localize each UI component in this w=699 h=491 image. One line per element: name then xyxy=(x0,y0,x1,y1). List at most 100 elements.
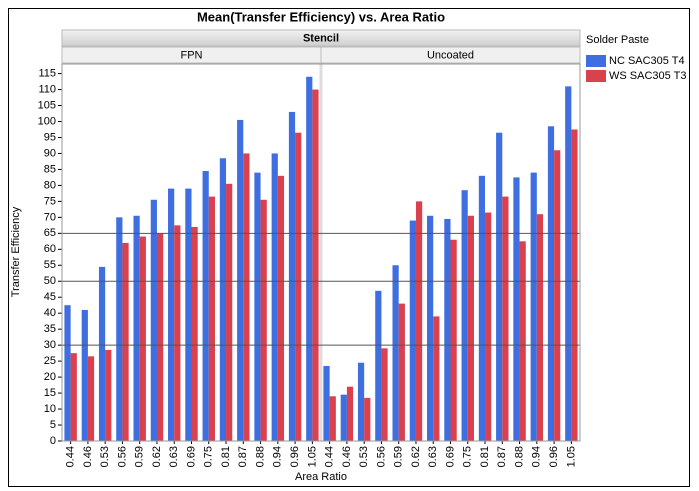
facet-title: Stencil xyxy=(303,32,339,44)
y-tick-label: 30 xyxy=(44,339,56,351)
panel-header xyxy=(320,46,581,64)
legend-label: NC SAC305 T4 xyxy=(609,55,685,67)
bar xyxy=(357,362,365,441)
bar xyxy=(502,196,509,441)
legend-swatch xyxy=(586,70,606,82)
legend-title: Solder Paste xyxy=(586,34,649,46)
bar xyxy=(530,172,537,441)
bar xyxy=(536,214,544,441)
bar xyxy=(554,150,561,442)
bar xyxy=(467,215,474,441)
x-tick-label: 0.75 xyxy=(462,446,474,467)
bar xyxy=(219,158,227,441)
bar xyxy=(237,119,244,442)
y-tick-label: 15 xyxy=(44,387,56,399)
bar xyxy=(70,353,77,441)
y-tick-label: 50 xyxy=(44,275,56,287)
bar xyxy=(409,220,416,441)
bar xyxy=(260,199,267,441)
y-tick-label: 70 xyxy=(44,211,56,223)
bar xyxy=(226,183,233,441)
bar xyxy=(254,172,261,441)
x-tick-label: 1.05 xyxy=(565,446,577,467)
x-tick-label: 0.96 xyxy=(289,446,301,467)
bar xyxy=(122,242,129,441)
x-tick-label: 0.59 xyxy=(134,446,146,467)
x-tick-label: 0.94 xyxy=(272,446,284,467)
y-tick-label: 25 xyxy=(44,355,56,367)
x-tick-label: 0.69 xyxy=(185,446,197,467)
bar xyxy=(323,365,330,441)
bar xyxy=(340,394,347,441)
frame xyxy=(8,8,690,487)
y-tick-label: 105 xyxy=(38,99,56,111)
y-tick-label: 60 xyxy=(44,243,56,255)
y-axis-label: Transfer Efficiency xyxy=(10,206,22,297)
y-tick-label: 45 xyxy=(44,291,56,303)
bar xyxy=(427,215,434,441)
y-tick-label: 85 xyxy=(44,163,56,175)
x-tick-label: 0.56 xyxy=(375,446,387,467)
bar xyxy=(87,356,95,441)
bar xyxy=(433,316,440,441)
bar xyxy=(208,196,215,441)
bar xyxy=(519,241,526,441)
x-tick-label: 0.44 xyxy=(324,446,336,467)
bar xyxy=(133,215,140,441)
y-tick-label: 90 xyxy=(44,147,56,159)
y-tick-label: 100 xyxy=(38,115,56,127)
y-tick-label: 35 xyxy=(44,323,56,335)
bar xyxy=(306,76,313,441)
bar xyxy=(156,233,164,441)
x-tick-label: 0.46 xyxy=(341,446,353,467)
bar xyxy=(243,153,250,441)
y-tick-label: 75 xyxy=(44,195,56,207)
x-tick-label: 0.53 xyxy=(358,446,370,467)
bar xyxy=(139,236,146,441)
legend-label: WS SAC305 T3 xyxy=(609,70,686,82)
bar xyxy=(398,303,405,441)
bar xyxy=(312,89,319,441)
y-tick-label: 65 xyxy=(44,227,56,239)
x-tick-label: 1.05 xyxy=(306,446,318,467)
x-tick-label: 0.81 xyxy=(479,446,491,467)
facet-header xyxy=(61,29,581,47)
x-tick-label: 0.46 xyxy=(82,446,94,467)
bar xyxy=(346,386,354,441)
y-tick-label: 40 xyxy=(44,307,56,319)
bar xyxy=(191,226,198,441)
bar xyxy=(150,199,157,441)
chart-title: Mean(Transfer Efficiency) vs. Area Ratio xyxy=(197,9,445,24)
bar xyxy=(295,132,302,441)
bar xyxy=(547,126,555,442)
legend-swatch xyxy=(586,55,606,67)
x-tick-label: 0.59 xyxy=(393,446,405,467)
x-tick-label: 0.88 xyxy=(254,446,266,467)
y-tick-label: 110 xyxy=(38,83,56,95)
y-tick-label: 0 xyxy=(50,435,56,447)
bar xyxy=(329,396,336,441)
y-tick-label: 80 xyxy=(44,179,56,191)
bar xyxy=(98,266,106,441)
y-tick-label: 95 xyxy=(44,131,56,143)
x-tick-label: 0.81 xyxy=(220,446,232,467)
x-tick-label: 0.62 xyxy=(410,446,422,467)
panel-title: FPN xyxy=(181,49,203,61)
bar xyxy=(277,175,285,442)
x-tick-label: 0.75 xyxy=(203,446,215,467)
bar xyxy=(392,265,399,441)
plot-border xyxy=(61,63,581,442)
bar xyxy=(105,349,112,441)
x-tick-label: 0.87 xyxy=(496,446,508,467)
bar xyxy=(571,129,578,441)
bar xyxy=(271,153,278,441)
x-tick-label: 0.44 xyxy=(65,446,77,467)
x-tick-label: 0.87 xyxy=(237,446,249,467)
bar xyxy=(375,290,382,441)
bar xyxy=(565,86,572,441)
bar xyxy=(202,171,209,441)
bar xyxy=(185,188,192,441)
bar xyxy=(381,348,388,441)
y-tick-label: 5 xyxy=(50,419,56,431)
